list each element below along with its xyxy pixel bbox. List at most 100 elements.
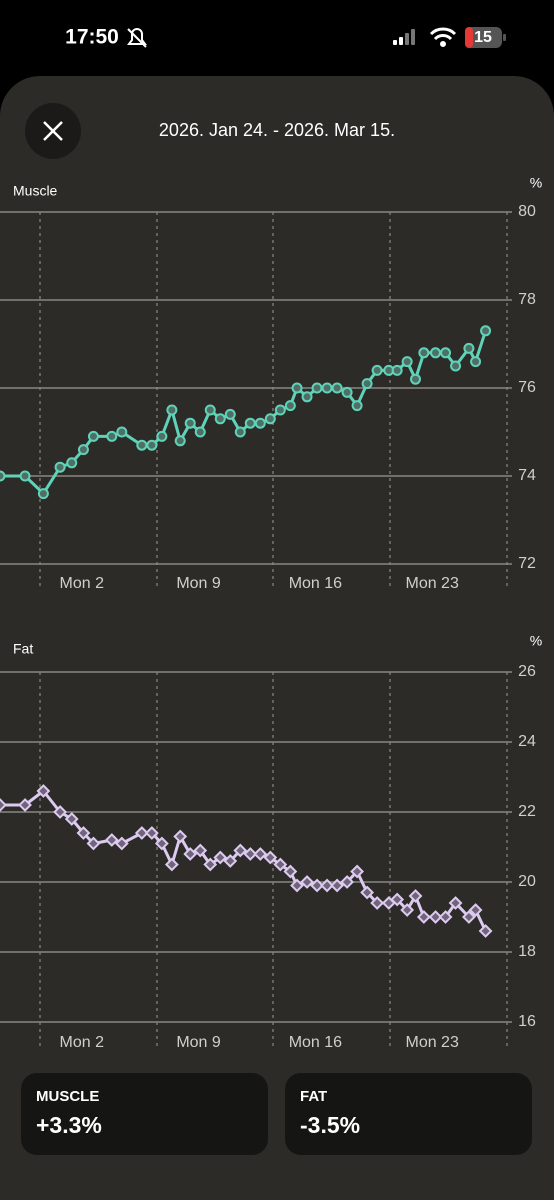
data-point [283,864,298,879]
data-point [461,910,476,924]
data-point [430,347,442,359]
data-point [19,470,31,482]
data-point [0,798,7,812]
data-point [391,364,403,376]
data-point [166,404,178,416]
card-value: +3.3% [36,1112,102,1138]
data-point [300,875,314,889]
y-tick-label: 16 [518,1013,536,1030]
data-point [37,488,49,500]
data-point [408,889,423,903]
data-point [480,325,492,337]
y-tick-label: 74 [518,467,536,484]
data-point [243,847,258,861]
data-point [274,404,286,416]
data-point [291,382,303,394]
data-point [86,836,101,851]
data-point [76,826,91,840]
data-point [134,826,149,840]
data-point [463,342,475,354]
data-point [174,435,186,447]
data-point [204,404,216,416]
y-tick-label: 76 [518,379,536,396]
data-point [340,875,354,889]
data-point [156,430,168,442]
data-point [440,347,452,359]
data-point [144,826,159,840]
data-point [448,896,463,910]
data-point [468,903,483,917]
data-point [470,356,482,368]
y-tick-label: 78 [518,291,536,308]
data-point [301,391,313,403]
signal-icon [393,29,415,45]
data-point [341,386,353,398]
data-point [401,356,413,368]
data-point [478,924,493,938]
data-point [400,903,415,917]
data-point [64,812,79,826]
data-point [136,439,148,451]
x-tick-label: Mon 23 [405,575,458,592]
data-point [146,439,158,451]
data-point [370,896,385,910]
y-tick-label: 26 [518,663,536,680]
battery-cap [503,34,506,41]
sheet [0,76,554,1200]
x-tick-label: Mon 9 [176,1034,221,1051]
data-point [233,843,248,858]
data-point [224,408,236,420]
x-tick-label: Mon 16 [289,1034,342,1051]
data-point [290,878,304,893]
x-tick-label: Mon 16 [289,575,342,592]
x-tick-label: Mon 9 [176,575,221,592]
data-point [418,347,430,359]
data-point [223,854,238,868]
data-point [164,857,179,872]
data-point [66,457,78,469]
data-point [263,850,278,865]
data-point [234,426,246,438]
data-point [320,878,334,893]
data-point [106,430,118,442]
battery-text: 15 [474,29,492,46]
fat-card [285,1073,532,1155]
y-tick-label: 20 [518,873,536,890]
y-tick-label: 80 [518,203,536,220]
data-point [193,843,208,858]
data-point [36,784,51,798]
data-point [416,910,431,924]
data-point [214,413,226,425]
data-point [114,836,129,851]
data-point [54,461,66,473]
close-icon [43,121,63,141]
data-point [254,417,266,429]
battery [465,27,502,48]
y-tick-label: 18 [518,943,536,960]
data-point [428,910,443,924]
mute-icon [127,28,147,48]
date-range: 2026. Jan 24. - 2026. Mar 15. [159,120,395,140]
data-point [450,360,462,372]
y-tick-label: 22 [518,803,536,820]
data-point [194,426,206,438]
status-time: 17:50 [65,26,119,49]
data-point [438,910,453,924]
card-label: MUSCLE [36,1088,99,1105]
battery-level [465,27,473,48]
data-point [104,833,119,847]
data-point [18,798,32,812]
data-point [213,850,228,865]
data-point [310,878,324,893]
data-point [273,857,288,872]
data-point [77,444,89,456]
chart-title: Muscle [13,183,58,199]
data-point [351,400,363,412]
chart-title: Fat [13,641,33,657]
data-point [154,836,169,851]
data-point [311,382,323,394]
data-point [350,864,365,879]
x-tick-label: Mon 2 [60,1034,105,1051]
data-point [53,805,67,819]
